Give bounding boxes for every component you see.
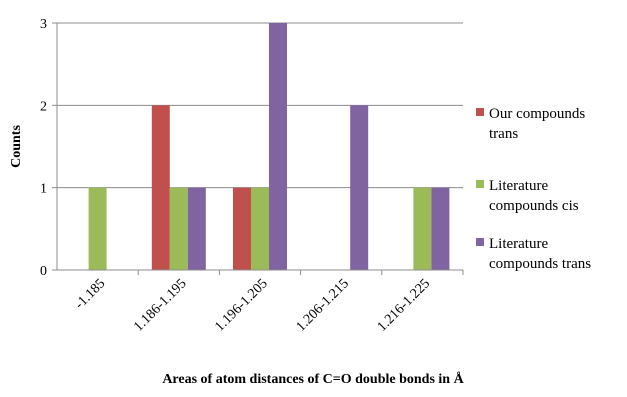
x-axis-title: Areas of atom distances of C=O double bo… <box>162 371 464 387</box>
x-tick-label: 1.186-1.195 <box>131 276 189 334</box>
y-axis-title: Counts <box>9 125 24 168</box>
gridlines <box>57 22 463 189</box>
legend-label: compounds cis <box>489 198 579 214</box>
legend: Our compounds trans Literature compounds ci… <box>476 106 591 272</box>
legend-label: Our compounds <box>489 106 585 122</box>
legend-label: trans <box>489 126 518 142</box>
x-tick-labels: -1.185 1.186-1.195 1.196-1.205 1.206-1.215 1… <box>72 276 433 334</box>
bar <box>350 105 369 270</box>
legend-swatch <box>476 180 484 188</box>
x-tick-label: 1.196-1.205 <box>212 276 270 334</box>
y-tick-label: 2 <box>40 99 47 114</box>
legend-label: Literature <box>489 236 548 252</box>
bars <box>88 23 450 270</box>
bar <box>413 187 432 270</box>
bar <box>169 187 188 270</box>
legend-swatch <box>476 238 484 246</box>
bar <box>251 187 269 270</box>
y-tick-label: 0 <box>40 264 47 279</box>
bar <box>151 105 170 270</box>
legend-swatch <box>476 108 484 116</box>
bar <box>431 187 450 270</box>
x-tick-label: 1.206-1.215 <box>294 276 352 334</box>
x-tick-label: 1.216-1.225 <box>375 276 433 334</box>
x-tick-label: -1.185 <box>72 276 108 312</box>
bar <box>187 187 206 270</box>
bar <box>269 23 287 270</box>
axes <box>52 22 464 275</box>
y-tick-label: 3 <box>40 17 47 32</box>
legend-label: compounds trans <box>489 256 591 272</box>
bar <box>88 187 107 270</box>
bar <box>233 187 251 270</box>
y-tick-labels: 0 1 2 3 <box>40 17 47 279</box>
legend-label: Literature <box>489 178 548 194</box>
y-tick-label: 1 <box>40 182 47 197</box>
